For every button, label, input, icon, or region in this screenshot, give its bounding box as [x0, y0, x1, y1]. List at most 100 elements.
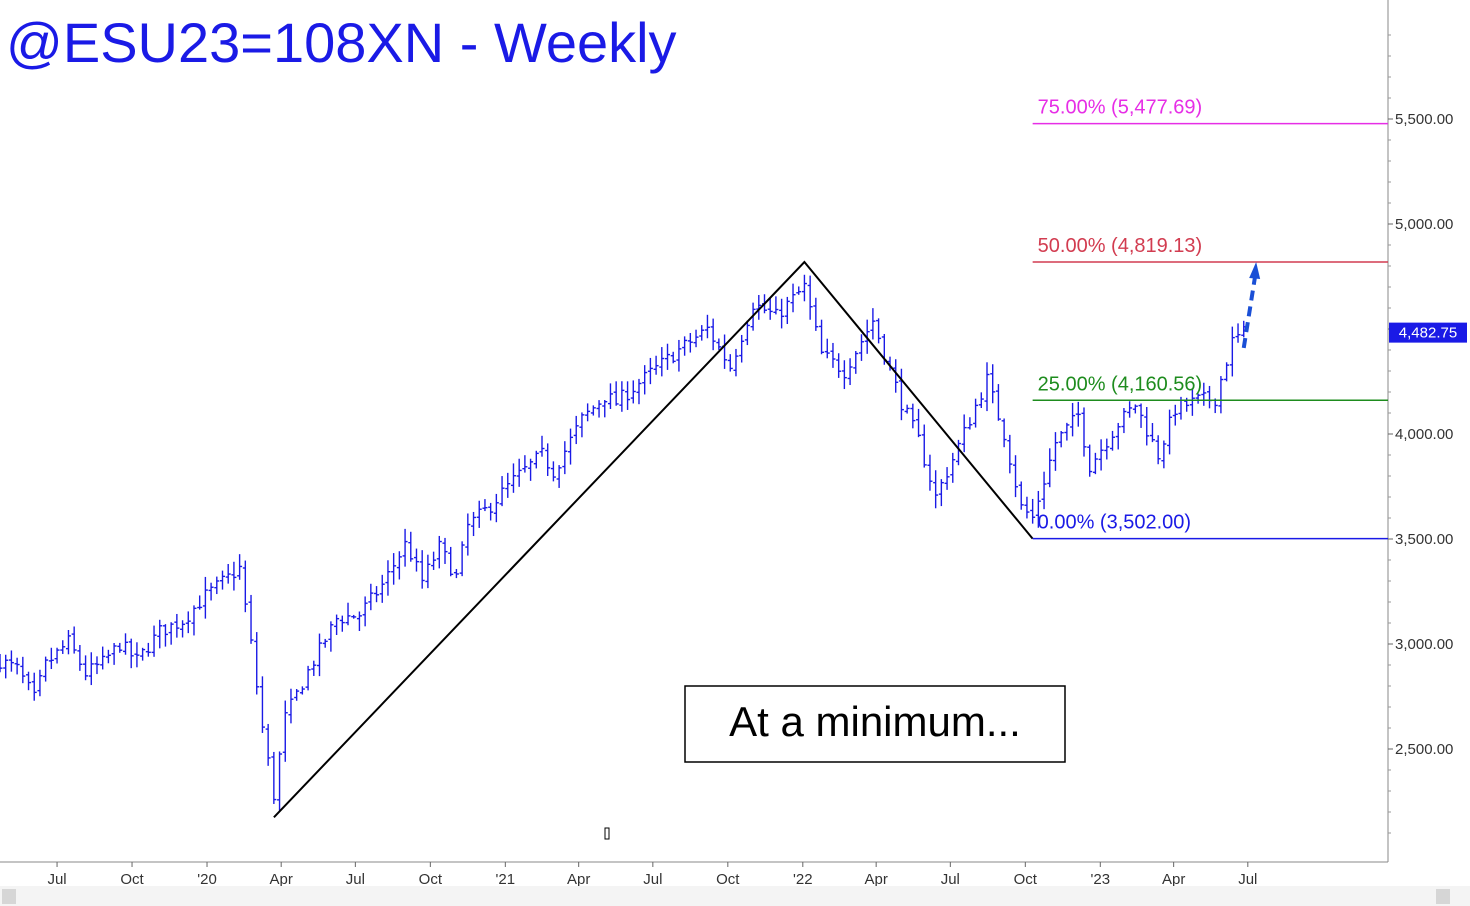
ohlc-bar: [43, 656, 49, 682]
y-tick-label: 3,000.00: [1395, 636, 1453, 653]
ohlc-bar: [208, 582, 214, 601]
ohlc-bar: [54, 647, 60, 664]
ohlc-bar: [659, 347, 665, 377]
ohlc-bar: [1127, 401, 1133, 418]
ohlc-bar: [157, 619, 163, 649]
ohlc-bar: [100, 646, 106, 670]
scrollbar-thumb[interactable]: [1436, 889, 1450, 904]
ohlc-bar: [784, 296, 790, 325]
y-tick-label: 5,500.00: [1395, 111, 1453, 128]
ohlc-bar: [836, 353, 842, 378]
ohlc-bar: [65, 629, 71, 655]
x-axis: Jul Oct '20 Apr Jul Oct '21 Apr Jul Oct '22 Apr Jul O…: [47, 862, 1257, 888]
ohlc-bar: [602, 400, 608, 418]
ohlc-bar: [1058, 431, 1064, 448]
fib-label: 50.00% (4,819.13): [1038, 235, 1203, 257]
ohlc-bar: [402, 528, 408, 567]
ohlc-bar: [105, 649, 111, 664]
ohlc-bar: [1172, 404, 1178, 426]
ohlc-bar: [254, 632, 260, 695]
ohlc-bar: [482, 499, 488, 512]
x-tick-label: Jul: [643, 871, 662, 888]
ohlc-bar: [277, 751, 283, 811]
ohlc-bar: [733, 348, 739, 377]
ohlc-bar: [436, 535, 442, 569]
scroll-marker: [604, 827, 610, 840]
ohlc-bar: [590, 405, 596, 416]
ohlc-bar: [453, 568, 459, 579]
ohlc-bar: [242, 560, 248, 613]
y-tick-label: 3,500.00: [1395, 531, 1453, 548]
ohlc-bar: [807, 275, 813, 320]
ohlc-bar: [579, 412, 585, 438]
ohlc-bar: [1149, 423, 1155, 443]
x-tick-label: '23: [1091, 871, 1111, 888]
x-tick-label: '22: [793, 871, 813, 888]
x-tick-label: Oct: [716, 871, 740, 888]
ohlc-bar: [1201, 382, 1207, 406]
last-price-label: 4,482.75: [1399, 325, 1457, 342]
ohlc-bar: [739, 334, 745, 363]
ohlc-bar: [476, 500, 482, 528]
last-price-tag: [1389, 322, 1467, 343]
ohlc-bar: [607, 383, 613, 409]
ohlc-bar: [596, 400, 602, 418]
ohlc-bar: [339, 615, 345, 632]
ohlc-bar: [967, 417, 973, 430]
fib-label: 0.00% (3,502.00): [1038, 512, 1191, 534]
ohlc-bar: [311, 660, 317, 676]
ohlc-bar: [955, 439, 961, 466]
ohlc-bar: [374, 586, 380, 603]
ohlc-bar: [568, 428, 574, 465]
ohlc-bar: [225, 563, 231, 584]
ohlc-bar: [556, 465, 562, 488]
ohlc-bar: [1030, 498, 1036, 524]
ohlc-bar: [984, 362, 990, 412]
ohlc-bar: [145, 642, 151, 657]
x-tick-label: '20: [197, 871, 217, 888]
ohlc-bar: [431, 551, 437, 570]
ohlc-bar: [1218, 376, 1224, 414]
chart-title: @ESU23=108XN - Weekly: [6, 11, 677, 74]
ohlc-bar: [471, 511, 477, 537]
ohlc-bar: [265, 723, 271, 766]
abc-pattern-line: [273, 260, 1034, 818]
chart-overlay: @ESU23=108XN - Weekly At a minimum...: [6, 11, 1066, 840]
x-tick-label: Apr: [864, 871, 887, 888]
scrollbar-left-button[interactable]: [2, 889, 16, 904]
ohlc-bar: [545, 443, 551, 476]
scrollbar-track[interactable]: [0, 886, 1470, 906]
ohlc-bar: [625, 381, 631, 410]
ohlc-bar: [322, 638, 328, 648]
ohlc-bar: [368, 583, 374, 611]
ohlc-bar: [533, 450, 539, 469]
ohlc-bar: [231, 561, 237, 591]
x-tick-label: '21: [496, 871, 516, 888]
ohlc-bar: [1070, 402, 1076, 437]
ohlc-bar: [824, 338, 830, 359]
ohlc-bar: [168, 622, 174, 645]
ohlc-bar: [933, 470, 939, 509]
ohlc-bar: [522, 455, 528, 473]
ohlc-bar: [813, 297, 819, 331]
ohlc-bar: [898, 368, 904, 421]
ohlc-bar: [3, 654, 9, 679]
ohlc-bar: [140, 647, 146, 661]
ohlc-bar: [413, 548, 419, 572]
ohlc-bar: [379, 574, 385, 603]
ohlc-bar: [305, 665, 311, 691]
ohlc-bar: [362, 596, 368, 627]
horizontal-scrollbar[interactable]: [0, 886, 1470, 906]
ohlc-bar: [767, 297, 773, 320]
ohlc-bar: [876, 318, 882, 344]
ohlc-bar: [550, 461, 556, 482]
ohlc-bar: [630, 380, 636, 404]
ohlc-bar: [48, 647, 54, 670]
ohlc-bar: [220, 570, 226, 590]
ohlc-bar: [1144, 406, 1150, 446]
ohlc-bar: [299, 686, 305, 695]
ohlc-bar: [841, 360, 847, 390]
ohlc-bar: [1018, 481, 1024, 510]
ohlc-bar: [636, 378, 642, 405]
